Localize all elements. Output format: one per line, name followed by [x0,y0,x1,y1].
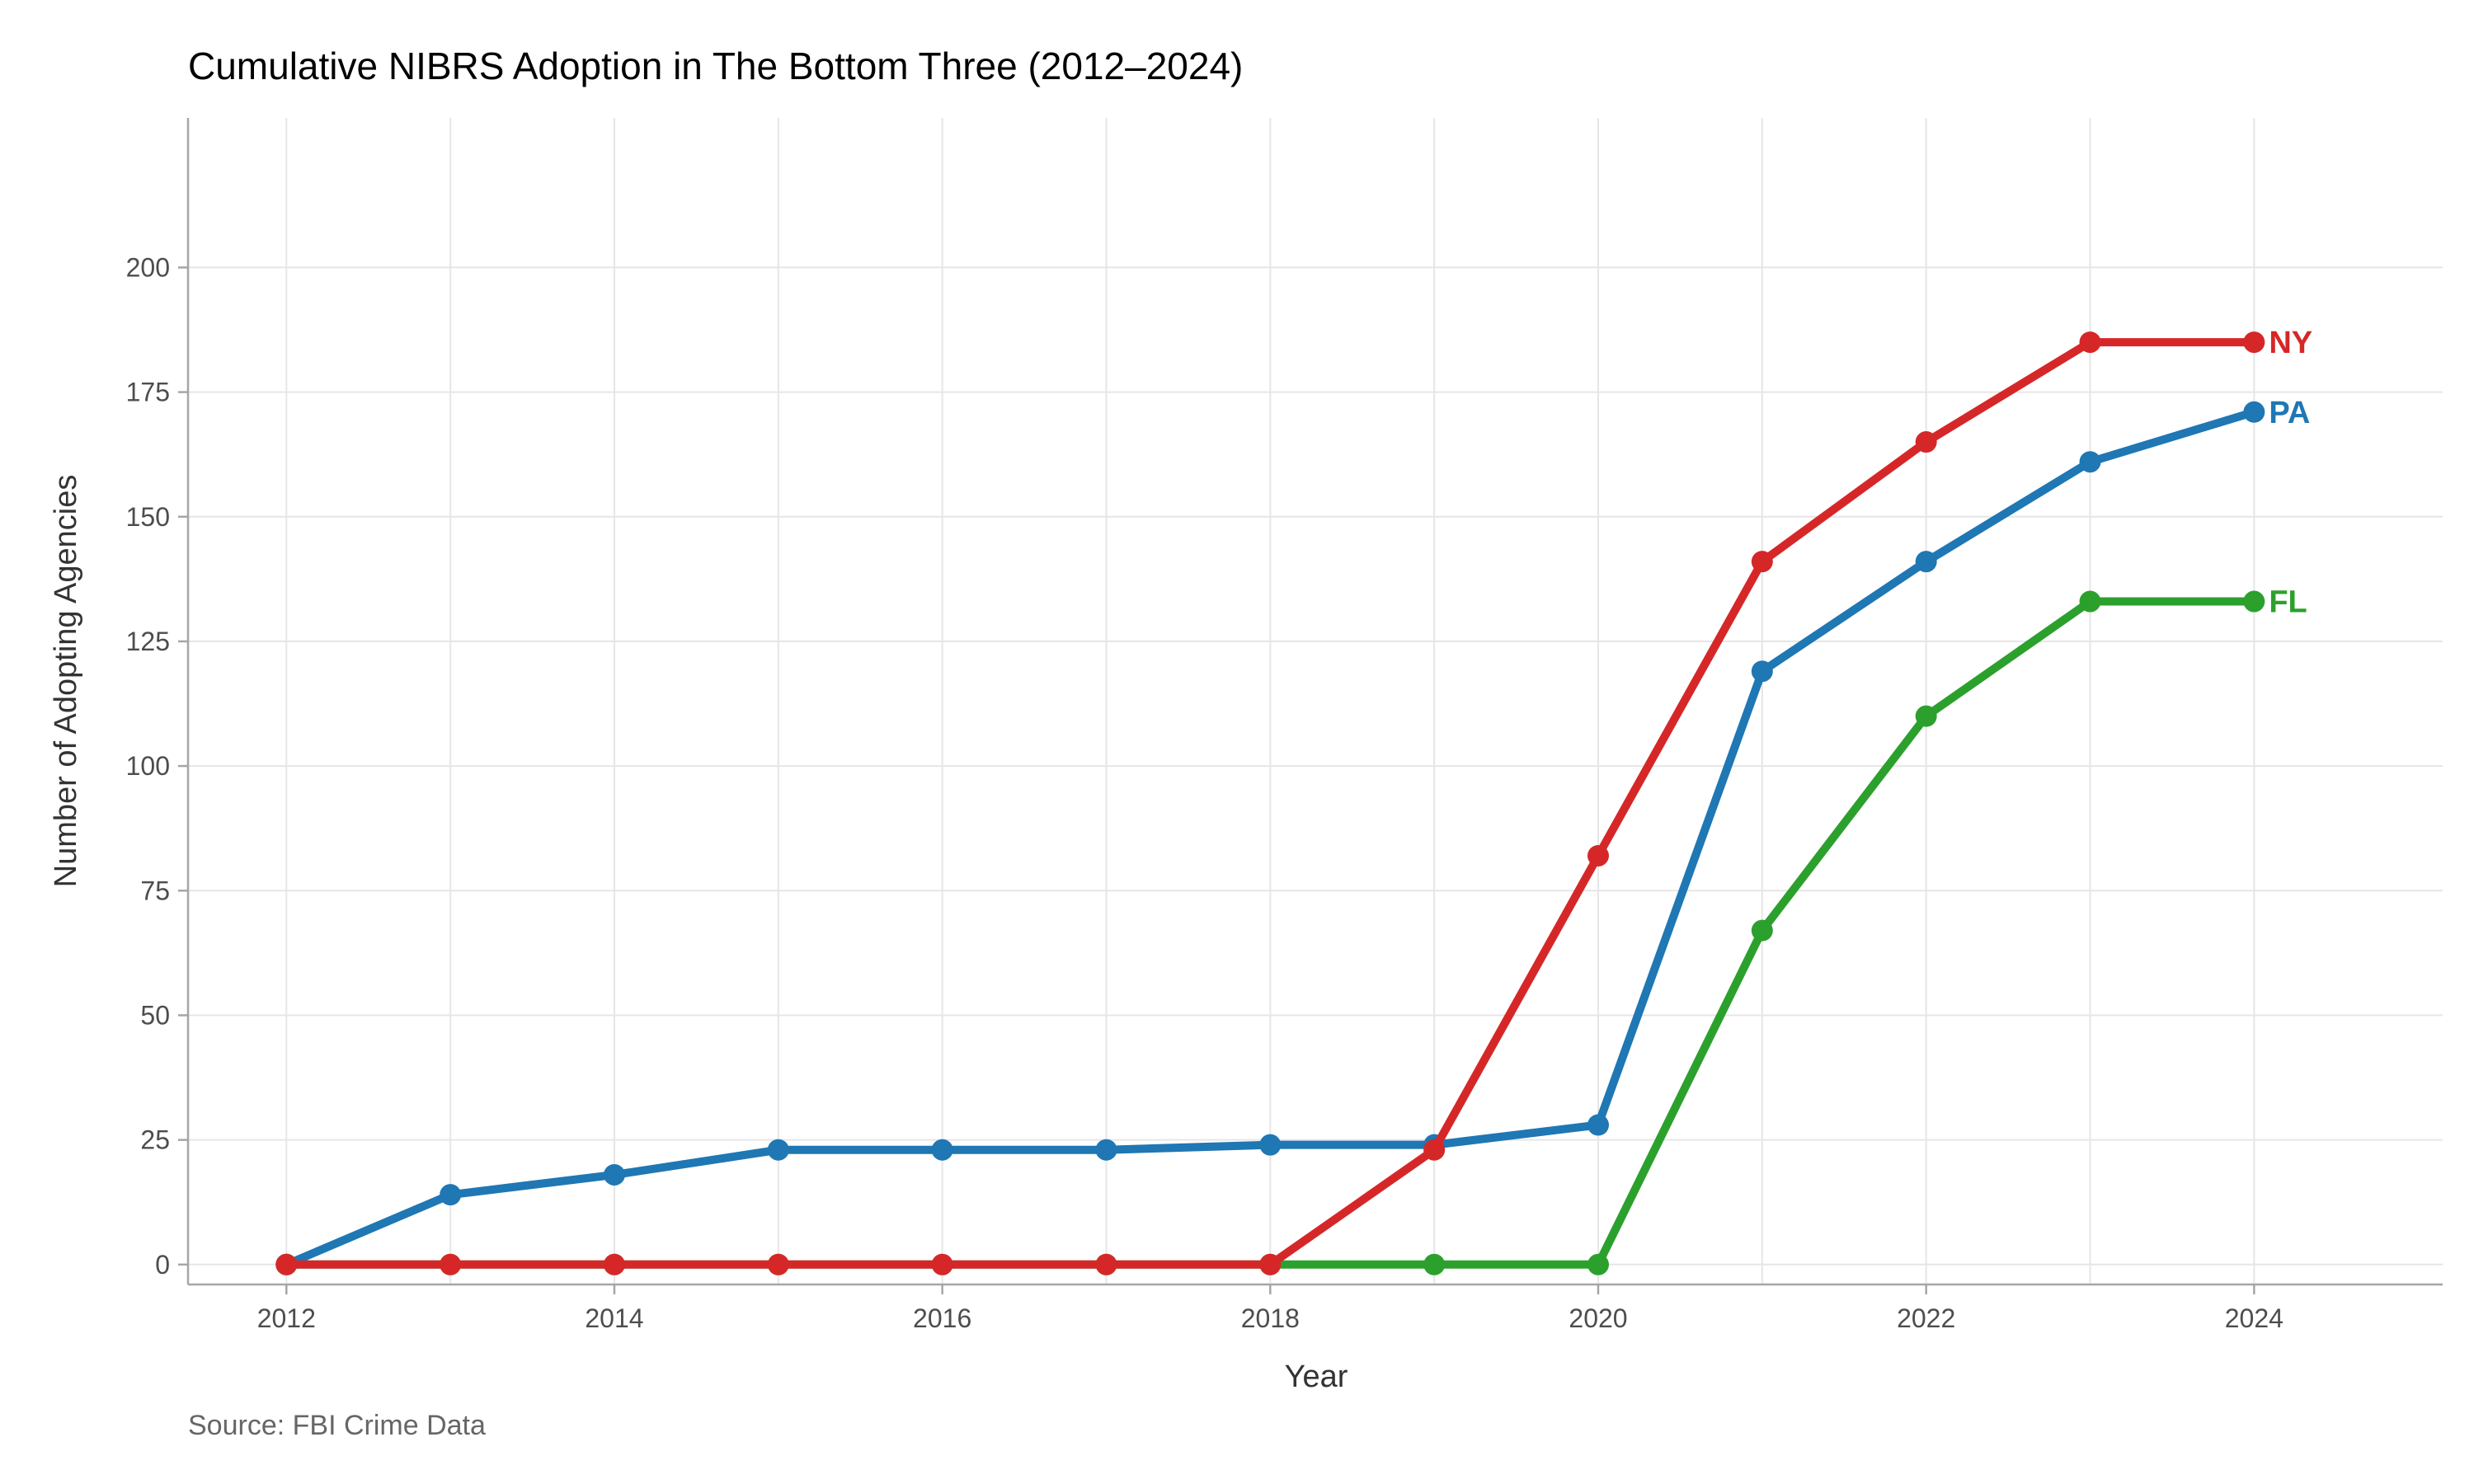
data-point-pa [1259,1134,1282,1156]
gridlines [188,118,2443,1284]
data-point-fl [1751,919,1773,942]
x-tick-label: 2016 [913,1303,971,1333]
y-tick-label: 175 [126,378,170,407]
source-caption: Source: FBI Crime Data [188,1410,486,1441]
y-tick-label: 0 [155,1250,170,1280]
data-point-pa [440,1184,462,1206]
x-tick-label: 2014 [585,1303,643,1333]
y-tick-label: 100 [126,751,170,781]
y-axis-title: Number of Adopting Agencies [49,475,83,888]
axes: 2012 2014 2016 2018 2020 2022 2024 0 25 50 75 100 12… [126,118,2443,1333]
series-ny [275,331,2265,1275]
data-point-ny [1915,431,1937,453]
data-point-pa [1095,1139,1117,1161]
y-tick-label: 200 [126,252,170,282]
y-tick-label: 75 [140,876,170,905]
data-point-fl [2079,590,2101,613]
chart-title: Cumulative NIBRS Adoption in The Bottom … [188,45,1243,87]
data-point-pa [2243,401,2265,423]
data-point-pa [1915,551,1937,573]
data-point-pa [931,1139,953,1161]
x-tick-label: 2024 [2225,1303,2284,1333]
data-point-ny [275,1253,298,1275]
y-tick-label: 50 [140,1000,170,1030]
series-group [275,331,2265,1275]
series-label-ny: NY [2269,326,2312,360]
data-point-ny [1751,551,1773,573]
data-point-ny [931,1253,953,1275]
data-point-ny [1259,1253,1282,1275]
data-point-ny [2243,331,2265,354]
data-point-fl [1423,1253,1446,1275]
x-tick-label: 2022 [1897,1303,1955,1333]
data-point-fl [1915,705,1937,727]
data-point-ny [1423,1139,1446,1161]
x-tick-label: 2012 [257,1303,316,1333]
x-tick-label: 2020 [1569,1303,1627,1333]
data-point-pa [2079,451,2101,473]
y-tick-label: 150 [126,502,170,532]
data-point-fl [1587,1253,1609,1275]
data-point-pa [767,1139,789,1161]
series-label-fl: FL [2269,585,2307,620]
data-point-ny [767,1253,789,1275]
y-tick-label: 125 [126,627,170,656]
data-point-ny [440,1253,462,1275]
data-point-ny [1587,844,1609,866]
data-point-ny [603,1253,625,1275]
x-axis-title: Year [1285,1360,1348,1394]
x-tick-label: 2018 [1241,1303,1300,1333]
data-point-pa [603,1163,625,1186]
data-point-ny [2079,331,2101,354]
series-label-pa: PA [2269,396,2310,430]
data-point-pa [1587,1114,1609,1136]
data-point-pa [1751,660,1773,683]
series-labels: FL PA NY [2269,326,2312,619]
data-point-ny [1095,1253,1117,1275]
data-point-fl [2243,590,2265,613]
y-tick-label: 25 [140,1125,170,1155]
